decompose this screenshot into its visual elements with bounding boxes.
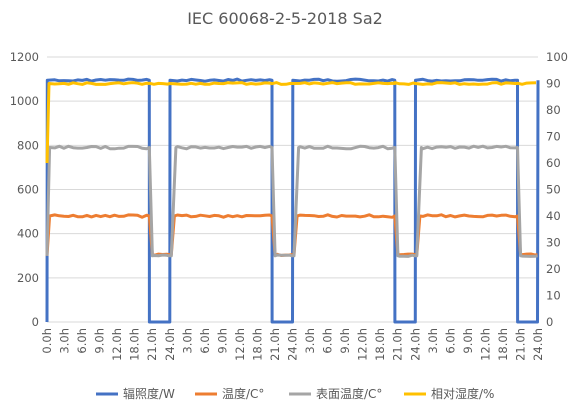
x-tick-label-21: 24.0h <box>408 328 422 361</box>
legend-label-1: 温度/C° <box>222 386 264 401</box>
x-tick-label-25: 12.0h <box>478 328 492 361</box>
x-tick-label-15: 3.0h <box>303 328 317 354</box>
left-tick-label-1: 200 <box>17 271 39 285</box>
right-tick-label-9: 90 <box>546 77 561 91</box>
right-tick-label-1: 10 <box>546 289 561 303</box>
x-tick-label-24: 9.0h <box>461 328 475 354</box>
x-tick-label-3: 9.0h <box>93 328 107 354</box>
x-tick-label-8: 3.0h <box>180 328 194 354</box>
x-tick-label-5: 18.0h <box>128 328 142 361</box>
x-tick-label-4: 12.0h <box>110 328 124 361</box>
left-tick-label-6: 1200 <box>10 50 39 64</box>
x-tick-label-18: 12.0h <box>356 328 370 361</box>
x-tick-label-9: 6.0h <box>198 328 212 354</box>
x-tick-label-26: 18.0h <box>496 328 510 361</box>
legend-label-0: 辐照度/W <box>123 386 175 401</box>
x-tick-label-27: 21.0h <box>513 328 527 361</box>
x-tick-label-7: 24.0h <box>163 328 177 361</box>
chart-title: IEC 60068-2-5-2018 Sa2 <box>187 9 383 28</box>
series-line-0 <box>45 77 540 324</box>
x-tick-label-10: 9.0h <box>215 328 229 354</box>
left-y-axis: 0 200 400 600 800 1000 1200 <box>10 50 39 329</box>
x-tick-label-14: 24.0h <box>286 328 300 361</box>
x-tick-label-20: 21.0h <box>391 328 405 361</box>
right-tick-label-5: 50 <box>546 183 561 197</box>
x-tick-label-11: 12.0h <box>233 328 247 361</box>
x-tick-label-2: 6.0h <box>75 328 89 354</box>
legend: 辐照度/W 温度/C° 表面温度/C° 相对湿度/% <box>96 386 494 401</box>
series-line-3 <box>45 81 537 164</box>
left-tick-label-4: 800 <box>17 138 39 152</box>
left-tick-label-0: 0 <box>32 315 39 329</box>
right-tick-label-10: 100 <box>546 50 568 64</box>
x-tick-label-6: 21.0h <box>145 328 159 361</box>
right-tick-label-0: 0 <box>546 315 553 329</box>
legend-label-2: 表面温度/C° <box>316 386 382 401</box>
left-tick-label-5: 1000 <box>10 94 39 108</box>
x-tick-label-16: 6.0h <box>321 328 335 354</box>
left-tick-label-3: 600 <box>17 183 39 197</box>
series-line-2 <box>45 144 538 258</box>
right-tick-label-6: 60 <box>546 156 561 170</box>
right-tick-label-4: 40 <box>546 209 561 223</box>
x-tick-label-19: 18.0h <box>373 328 387 361</box>
right-tick-label-3: 30 <box>546 236 561 250</box>
series-lines <box>45 77 540 324</box>
left-tick-label-2: 400 <box>17 227 39 241</box>
x-tick-label-13: 21.0h <box>268 328 282 361</box>
x-tick-label-23: 6.0h <box>443 328 457 354</box>
x-tick-label-28: 24.0h <box>531 328 545 361</box>
x-tick-label-17: 9.0h <box>338 328 352 354</box>
right-tick-label-2: 20 <box>546 262 561 276</box>
legend-label-3: 相对湿度/% <box>431 386 494 401</box>
x-axis: 0.0h 3.0h 6.0h 9.0h 12.0h 18.0h 21.0h 24.0h 3.0h… <box>40 328 545 361</box>
x-tick-label-22: 3.0h <box>426 328 440 354</box>
x-tick-label-1: 3.0h <box>58 328 72 354</box>
right-tick-label-7: 70 <box>546 130 561 144</box>
x-tick-label-0: 0.0h <box>40 328 54 354</box>
right-y-axis: 0 10 20 30 40 50 60 70 80 90 100 <box>546 50 568 329</box>
x-tick-label-12: 18.0h <box>250 328 264 361</box>
right-tick-label-8: 80 <box>546 103 561 117</box>
